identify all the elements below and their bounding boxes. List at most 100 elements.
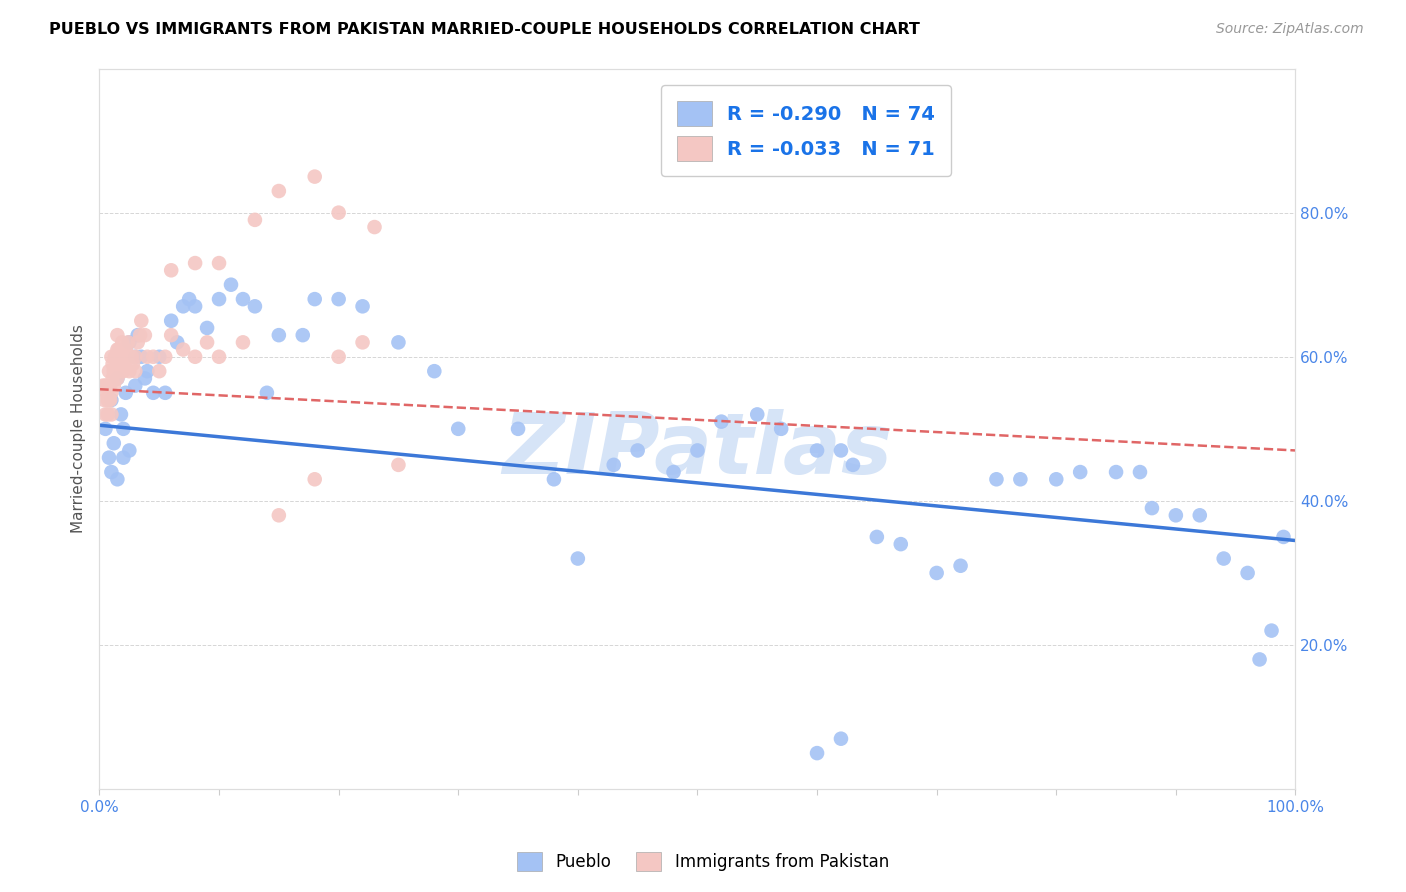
- Point: [925, 566, 948, 580]
- Point: [122, 357, 145, 371]
- Point: [136, 364, 159, 378]
- Point: [105, 343, 128, 357]
- Point: [160, 314, 183, 328]
- Point: [387, 458, 409, 472]
- Point: [1140, 501, 1163, 516]
- Point: [387, 335, 409, 350]
- Point: [105, 371, 128, 385]
- Point: [91, 378, 114, 392]
- Text: Source: ZipAtlas.com: Source: ZipAtlas.com: [1216, 22, 1364, 37]
- Point: [986, 472, 1008, 486]
- Point: [172, 343, 194, 357]
- Legend: Pueblo, Immigrants from Pakistan: Pueblo, Immigrants from Pakistan: [509, 843, 897, 880]
- Point: [136, 350, 159, 364]
- Point: [105, 371, 128, 385]
- Point: [195, 321, 218, 335]
- Text: ZIPatlas: ZIPatlas: [502, 409, 893, 492]
- Point: [114, 350, 136, 364]
- Point: [1260, 624, 1282, 638]
- Point: [129, 350, 152, 364]
- Point: [172, 299, 194, 313]
- Point: [1188, 508, 1211, 523]
- Point: [256, 385, 278, 400]
- Point: [124, 364, 146, 378]
- Point: [134, 371, 156, 385]
- Point: [232, 335, 254, 350]
- Point: [127, 328, 149, 343]
- Point: [806, 443, 828, 458]
- Point: [447, 422, 470, 436]
- Point: [142, 385, 165, 400]
- Point: [830, 443, 852, 458]
- Point: [148, 364, 170, 378]
- Point: [112, 450, 135, 465]
- Point: [142, 350, 165, 364]
- Point: [1236, 566, 1258, 580]
- Point: [506, 422, 529, 436]
- Point: [117, 335, 139, 350]
- Point: [107, 343, 129, 357]
- Point: [100, 392, 122, 407]
- Point: [107, 357, 129, 371]
- Point: [842, 458, 865, 472]
- Point: [304, 169, 326, 184]
- Point: [121, 350, 143, 364]
- Point: [100, 408, 122, 422]
- Point: [423, 364, 446, 378]
- Point: [115, 350, 138, 364]
- Point: [101, 371, 124, 385]
- Point: [328, 292, 350, 306]
- Point: [98, 392, 121, 407]
- Point: [1069, 465, 1091, 479]
- Point: [1249, 652, 1271, 666]
- Point: [103, 436, 125, 450]
- Point: [104, 350, 127, 364]
- Point: [686, 443, 709, 458]
- Point: [96, 385, 118, 400]
- Point: [219, 277, 242, 292]
- Point: [129, 328, 152, 343]
- Point: [184, 350, 207, 364]
- Point: [105, 472, 128, 486]
- Point: [118, 443, 141, 458]
- Point: [627, 443, 650, 458]
- Point: [94, 378, 117, 392]
- Point: [105, 350, 128, 364]
- Point: [108, 350, 131, 364]
- Point: [1105, 465, 1128, 479]
- Point: [100, 350, 122, 364]
- Point: [291, 328, 314, 343]
- Point: [830, 731, 852, 746]
- Point: [267, 508, 290, 523]
- Point: [98, 450, 121, 465]
- Point: [134, 328, 156, 343]
- Point: [105, 364, 128, 378]
- Point: [110, 408, 132, 422]
- Point: [94, 422, 117, 436]
- Point: [105, 328, 128, 343]
- Point: [232, 292, 254, 306]
- Point: [543, 472, 565, 486]
- Point: [118, 364, 141, 378]
- Point: [1010, 472, 1032, 486]
- Point: [352, 299, 374, 313]
- Point: [328, 350, 350, 364]
- Point: [118, 350, 141, 364]
- Point: [179, 292, 201, 306]
- Point: [243, 212, 266, 227]
- Point: [328, 205, 350, 219]
- Point: [100, 385, 122, 400]
- Point: [118, 335, 141, 350]
- Point: [114, 385, 136, 400]
- Point: [111, 335, 134, 350]
- Point: [304, 292, 326, 306]
- Point: [1164, 508, 1187, 523]
- Point: [127, 335, 149, 350]
- Point: [208, 350, 231, 364]
- Point: [124, 378, 146, 392]
- Point: [890, 537, 912, 551]
- Point: [160, 263, 183, 277]
- Y-axis label: Married-couple Households: Married-couple Households: [72, 325, 86, 533]
- Point: [98, 378, 121, 392]
- Point: [98, 364, 121, 378]
